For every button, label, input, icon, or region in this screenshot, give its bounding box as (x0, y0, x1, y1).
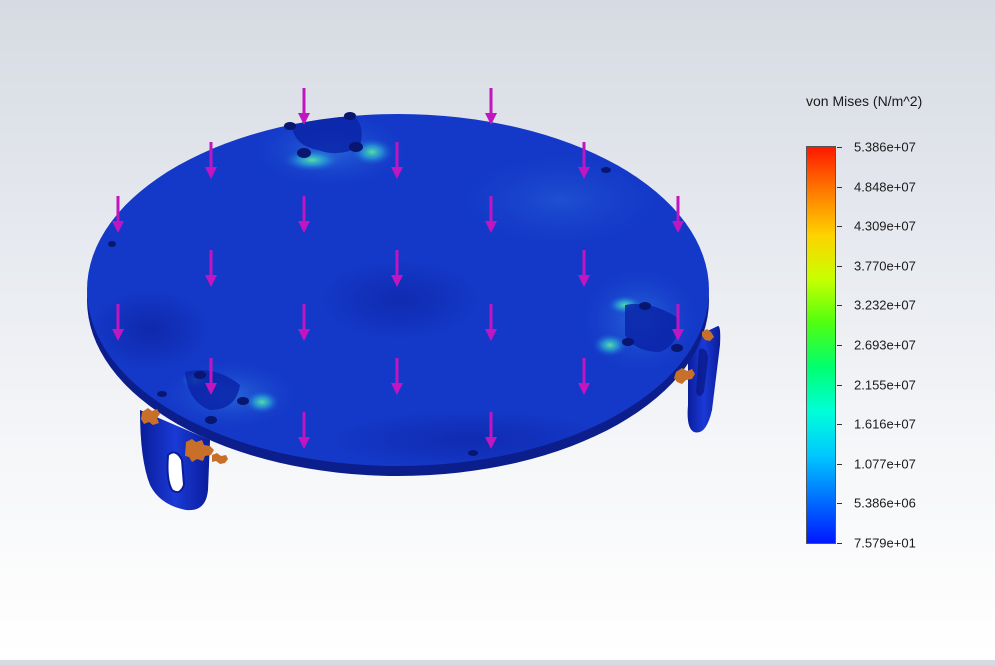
load-arrow (578, 142, 590, 179)
load-arrow (391, 358, 403, 395)
stress-legend: von Mises (N/m^2) 5.386e+07 4.848e+07 4.30… (790, 88, 990, 558)
legend-tick (837, 345, 842, 346)
load-arrow (298, 88, 310, 125)
legend-value-label: 1.616e+07 (854, 416, 916, 432)
support-leg-right (687, 326, 721, 433)
legend-value-label: 3.232e+07 (854, 297, 916, 313)
legend-tick (837, 543, 842, 544)
legend-tick (837, 503, 842, 505)
pressure-load-arrows (112, 88, 684, 449)
legend-title: von Mises (N/m^2) (806, 93, 923, 109)
legend-value-label: 7.579e+01 (854, 535, 916, 551)
load-arrow (672, 304, 684, 341)
load-arrow (112, 304, 124, 341)
load-arrow (205, 250, 217, 287)
load-arrow (485, 88, 497, 125)
load-arrow (298, 412, 310, 449)
load-arrow (205, 358, 217, 395)
legend-value-label: 4.309e+07 (854, 218, 916, 234)
load-arrow (578, 358, 590, 395)
load-arrow (485, 304, 497, 341)
legend-value-label: 5.386e+07 (854, 139, 916, 155)
load-arrow (391, 250, 403, 287)
load-arrow (298, 196, 310, 233)
support-leg-left (140, 410, 210, 511)
legend-tick (837, 265, 842, 267)
legend-value-label: 5.386e+06 (854, 495, 916, 511)
load-arrow (485, 196, 497, 233)
legend-value-label: 2.693e+07 (854, 337, 916, 353)
legend-tick (837, 384, 842, 386)
legend-value-label: 4.848e+07 (854, 179, 916, 195)
legend-tick (837, 226, 842, 228)
load-arrow (391, 142, 403, 179)
legend-color-bar (806, 146, 836, 544)
load-arrow (672, 196, 684, 233)
load-arrow (485, 412, 497, 449)
load-arrow (205, 142, 217, 179)
load-arrow (298, 304, 310, 341)
load-arrow (112, 196, 124, 233)
stress-field (90, 114, 700, 466)
legend-value-label: 3.770e+07 (854, 258, 916, 274)
fixtures (141, 329, 714, 464)
legend-tick (837, 147, 842, 148)
legend-value-label: 2.155e+07 (854, 377, 916, 393)
load-arrow (578, 250, 590, 287)
legend-tick (837, 463, 842, 465)
legend-tick (837, 305, 842, 307)
legend-tick (837, 186, 842, 188)
legend-tick (837, 424, 842, 426)
bolt-holes (108, 112, 683, 456)
legend-value-label: 1.077e+07 (854, 456, 916, 472)
